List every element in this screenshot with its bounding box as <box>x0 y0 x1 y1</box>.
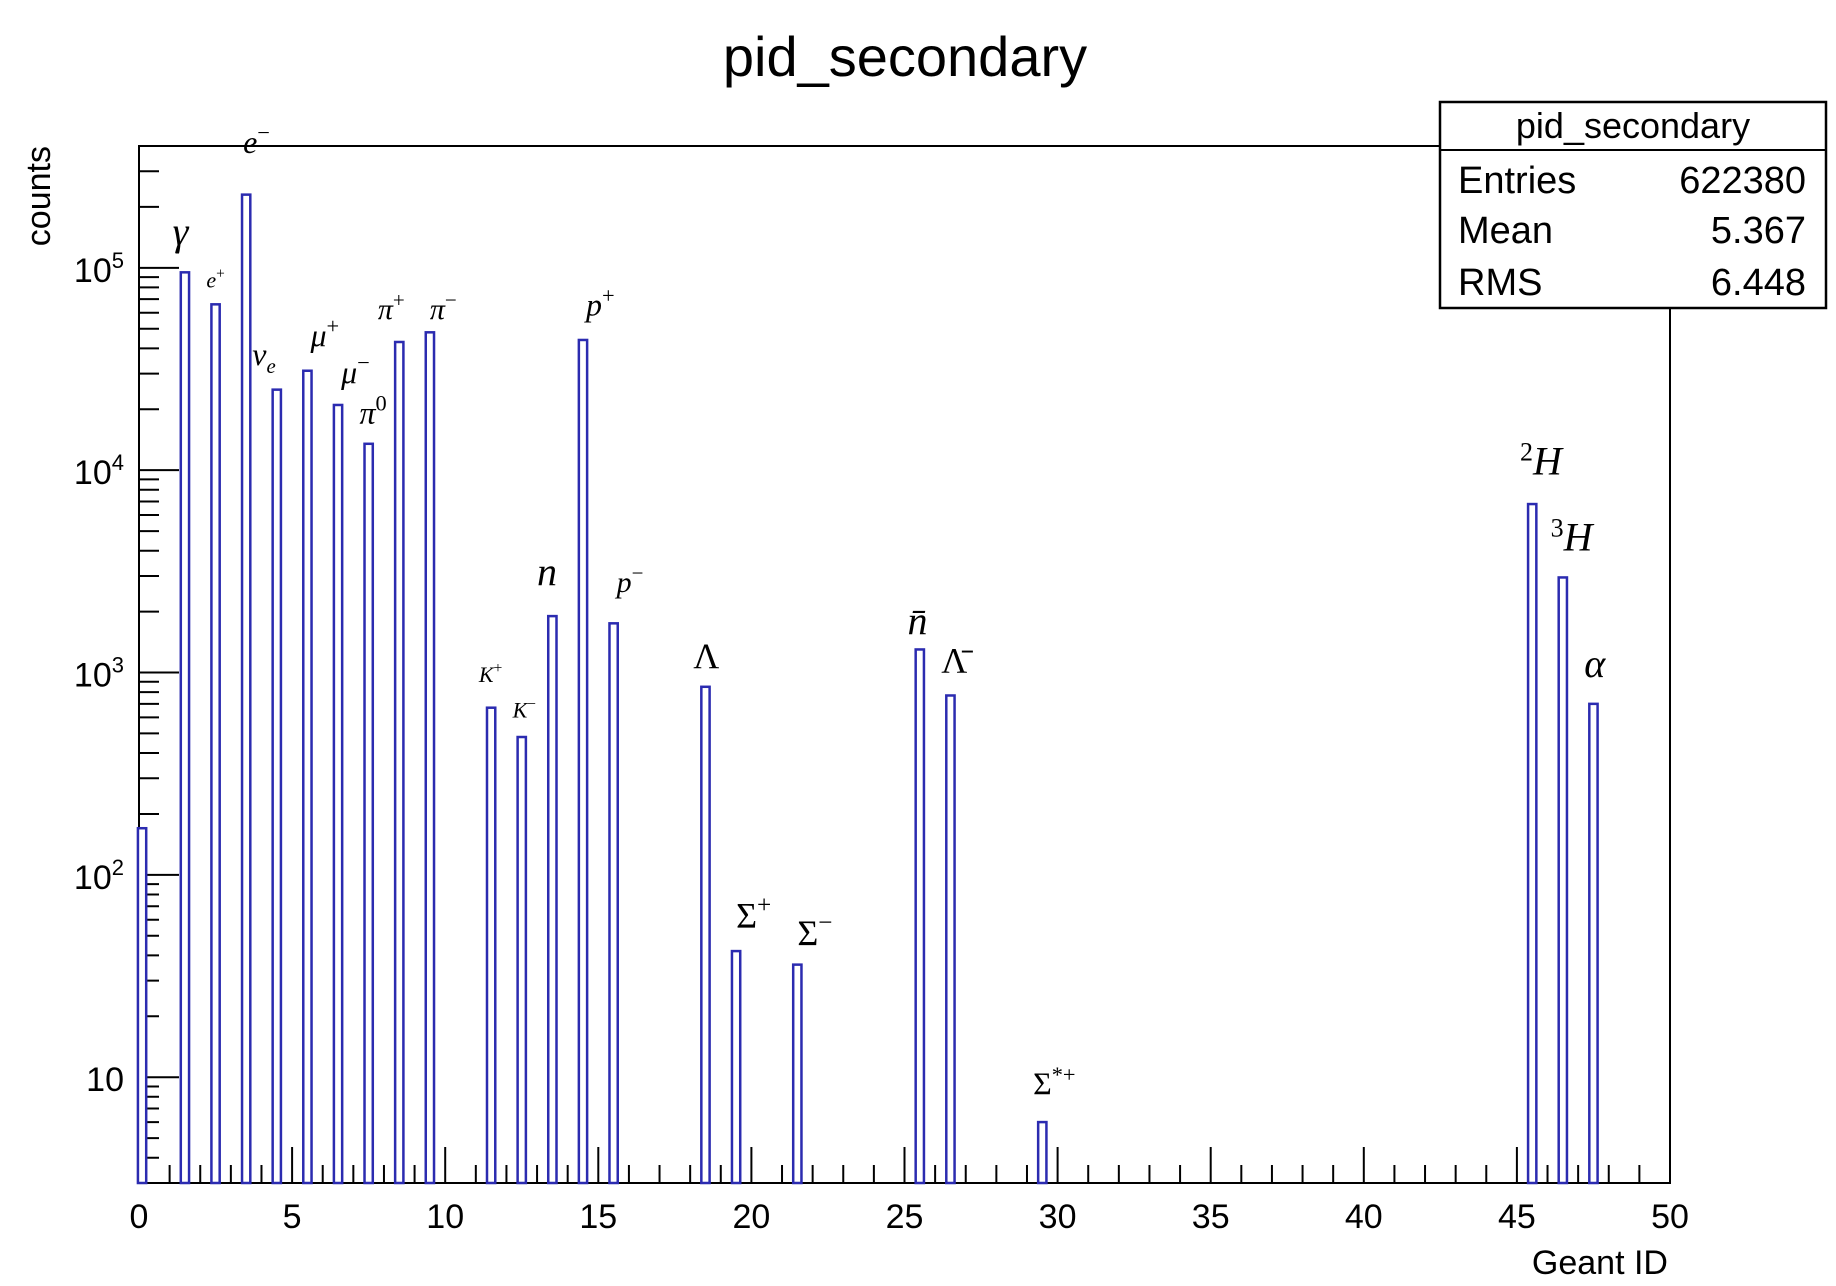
x-tick-label: 20 <box>732 1198 770 1236</box>
y-tick-label: 105 <box>74 248 124 290</box>
histogram-bar <box>332 403 344 1185</box>
histogram-bar <box>914 648 926 1185</box>
stats-box-frame <box>1438 100 1828 310</box>
y-tick-label: 102 <box>74 855 124 897</box>
histogram-bar <box>577 338 589 1185</box>
x-tick-label: 10 <box>426 1198 464 1236</box>
bar-series <box>136 193 1599 1185</box>
histogram-bar <box>730 949 742 1185</box>
particle-label: μ− <box>340 350 370 390</box>
particle-label: Σ− <box>797 910 832 953</box>
x-tick-label: 50 <box>1651 1198 1689 1236</box>
particle-label: γ <box>173 209 190 254</box>
x-tick-label: 15 <box>579 1198 617 1236</box>
histogram-bar <box>210 303 221 1185</box>
particle-label: π0 <box>359 391 386 431</box>
stats-box-title: pid_secondary <box>1516 105 1750 146</box>
particle-label: 3H <box>1551 514 1595 560</box>
x-tick-label: 25 <box>886 1198 924 1236</box>
particle-label: e+ <box>206 266 224 293</box>
particle-label: K− <box>512 696 536 723</box>
histogram-bar <box>546 614 558 1185</box>
histogram-bar <box>136 826 148 1185</box>
particle-label: n̄ <box>908 598 928 643</box>
histogram-bar <box>302 369 313 1185</box>
histogram-bar <box>179 271 191 1185</box>
histogram-bar <box>424 331 436 1185</box>
particle-label: n <box>537 549 557 594</box>
particle-label: α <box>1584 641 1606 686</box>
stats-rms-label: RMS <box>1458 262 1542 304</box>
histogram-bar <box>393 340 405 1185</box>
histogram-bar <box>363 442 375 1185</box>
particle-label: Λ <box>693 636 719 676</box>
x-tick-label: 30 <box>1039 1198 1077 1236</box>
particle-label: e− <box>243 120 270 160</box>
stats-rms-value: 6.448 <box>1711 262 1806 304</box>
stats-mean-value: 5.367 <box>1711 210 1806 252</box>
histogram-bar <box>1557 576 1569 1185</box>
x-tick-label: 0 <box>130 1198 149 1236</box>
y-tick-label: 10 <box>86 1061 124 1099</box>
histogram-bar <box>700 685 711 1185</box>
y-tick-label: 103 <box>74 653 124 695</box>
particle-label: μ+ <box>309 313 339 353</box>
particle-label: p+ <box>584 283 615 323</box>
histogram-bar <box>240 193 252 1185</box>
particle-label: π− <box>430 288 457 326</box>
stats-entries-label: Entries <box>1458 160 1576 202</box>
histogram-bar <box>1588 702 1599 1185</box>
x-axis: 0 5 10 15 20 25 30 35 40 45 50 <box>130 1147 1689 1236</box>
particle-label: νe <box>252 336 275 378</box>
y-tick-label: 104 <box>74 450 124 492</box>
histogram-bar <box>485 706 497 1185</box>
histogram-bar <box>945 694 956 1185</box>
x-tick-label: 40 <box>1345 1198 1383 1236</box>
x-tick-label: 5 <box>283 1198 302 1236</box>
histogram-bar <box>608 622 619 1185</box>
particle-label: p− <box>615 561 644 599</box>
particle-label: K+ <box>478 660 502 687</box>
chart-title: pid_secondary <box>723 25 1087 88</box>
histogram-bar <box>1526 502 1538 1185</box>
stats-entries-value: 622380 <box>1679 160 1806 202</box>
particle-label: π+ <box>378 288 405 326</box>
x-axis-title: Geant ID <box>1532 1244 1668 1282</box>
histogram-bar <box>516 735 528 1185</box>
particle-label: Σ*+ <box>1033 1062 1075 1102</box>
stats-box: pid_secondary Entries 622380 Mean 5.367 … <box>1438 100 1828 310</box>
stats-mean-label: Mean <box>1458 210 1553 252</box>
y-axis-title: counts <box>20 146 58 246</box>
histogram-bar <box>791 963 803 1185</box>
histogram-bar <box>1036 1120 1048 1185</box>
particle-labels: γe−e+νeμ+μ−π0π+ π− p+n p−K+K−ΛΣ+Σ−n̄Λ̄Σ*+2H… <box>173 120 1607 1102</box>
particle-label: Σ+ <box>736 892 771 935</box>
histogram-bar <box>271 388 283 1185</box>
x-tick-label: 35 <box>1192 1198 1230 1236</box>
particle-label: 2H <box>1520 438 1564 484</box>
x-tick-label: 45 <box>1498 1198 1536 1236</box>
